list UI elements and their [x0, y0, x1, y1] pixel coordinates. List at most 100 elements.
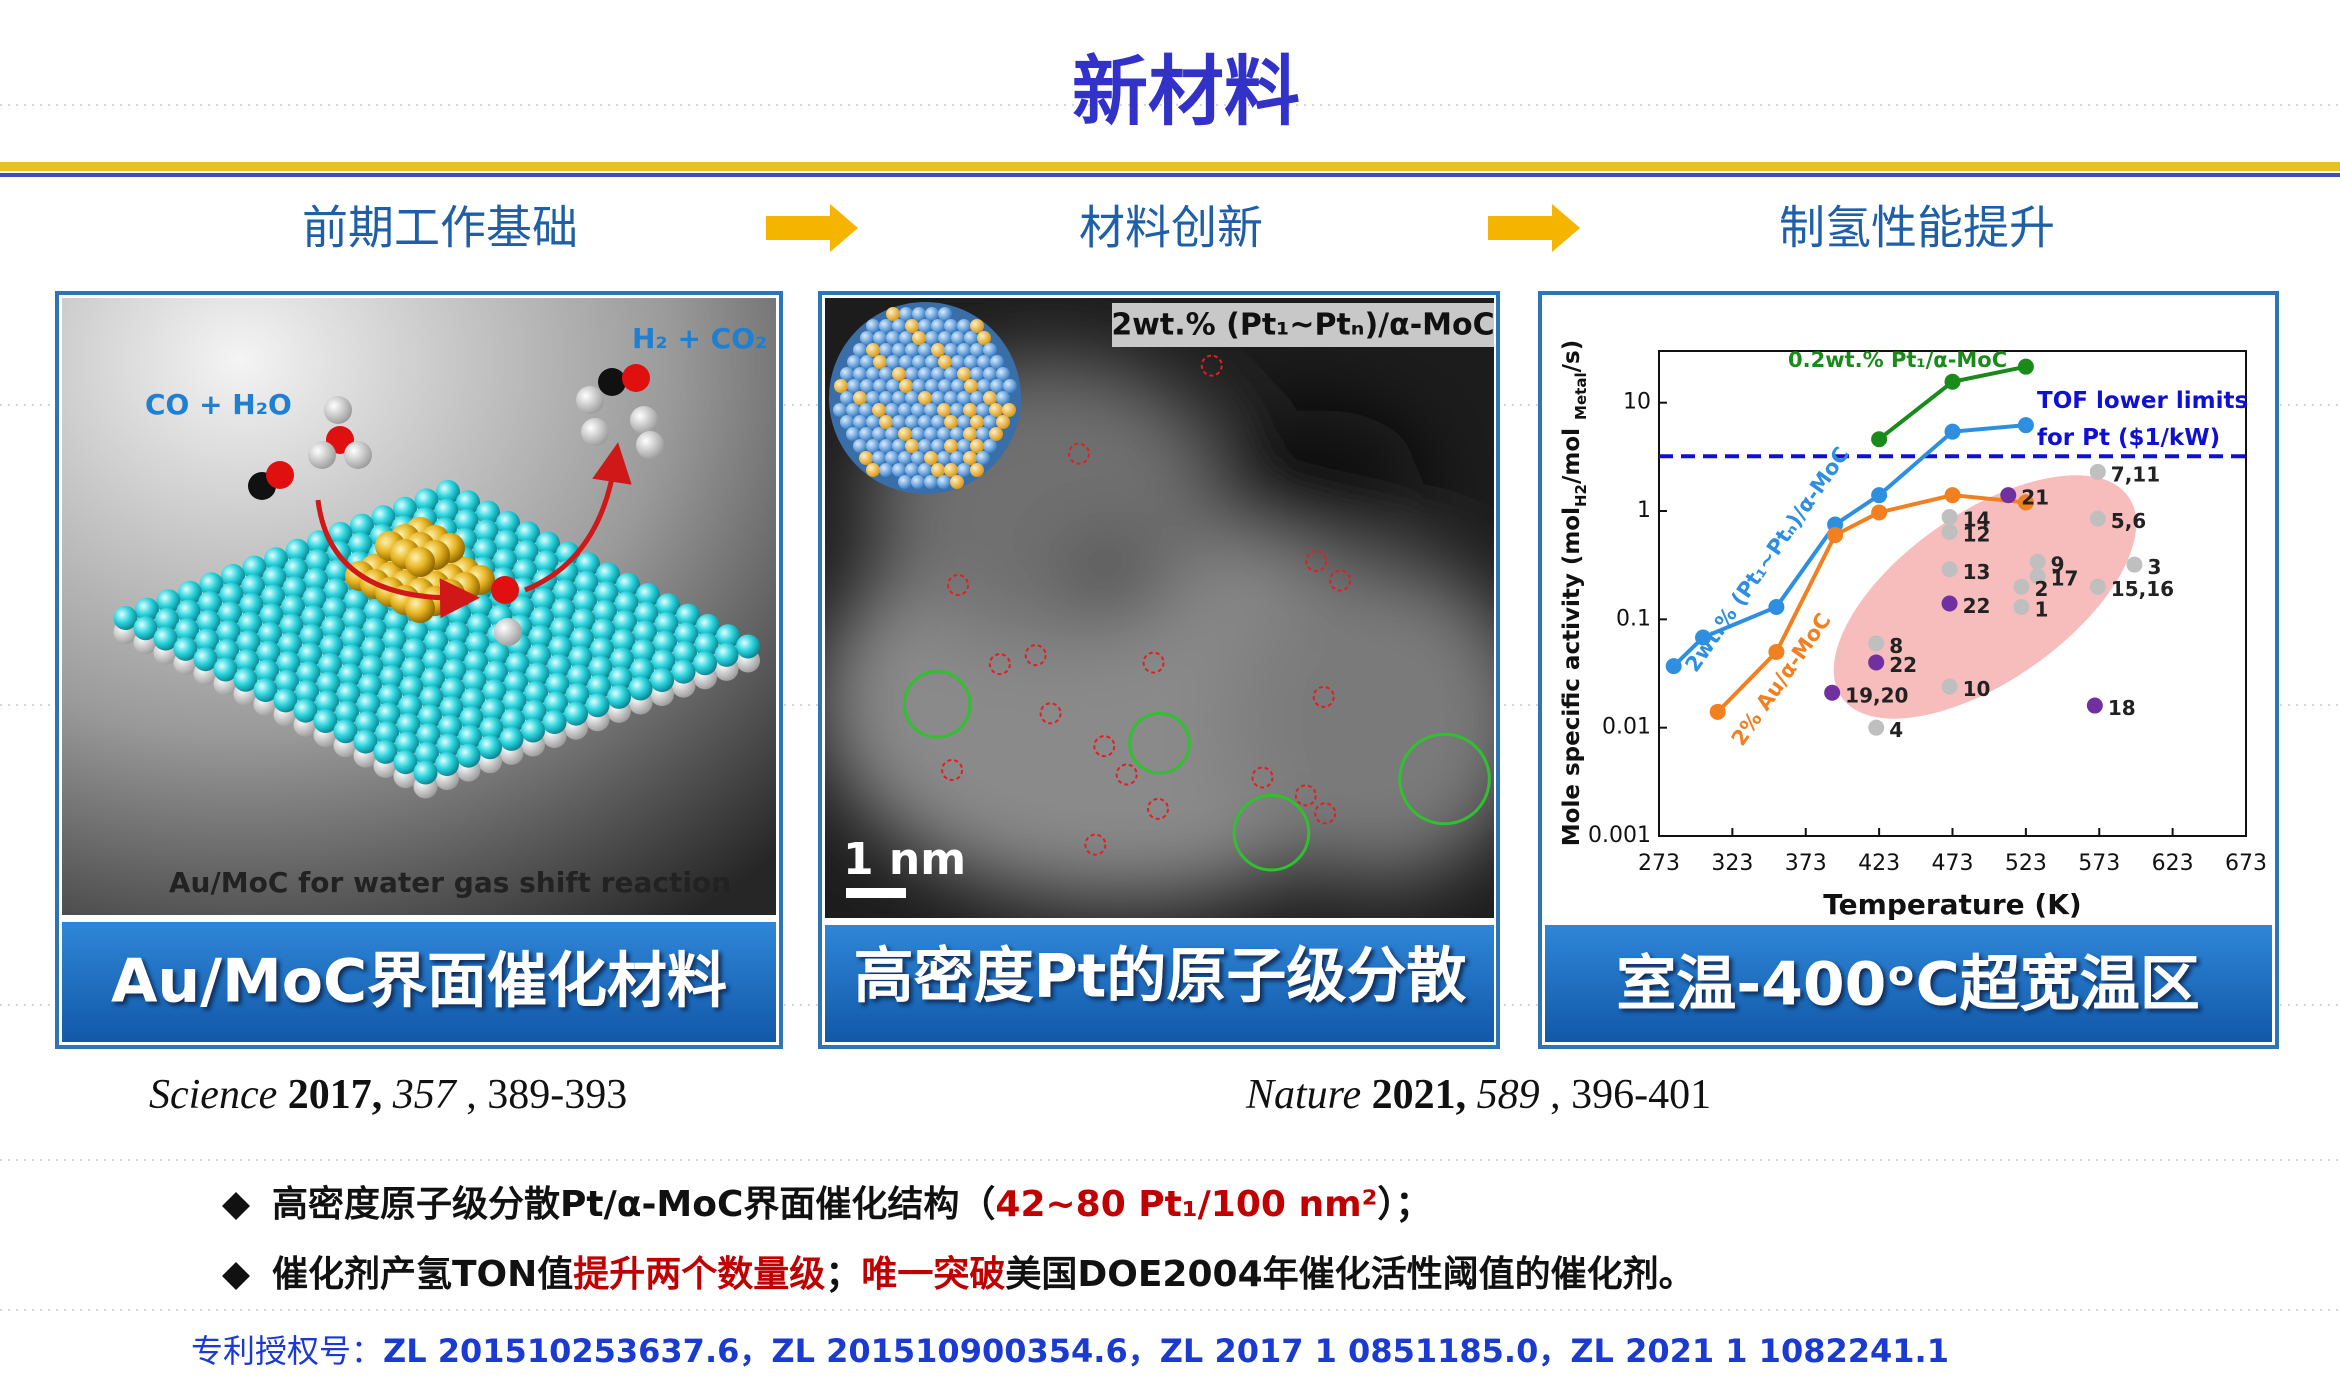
point-label: 14	[1963, 508, 1991, 532]
atom	[957, 343, 971, 357]
atom	[674, 622, 699, 647]
atom	[931, 463, 945, 477]
atom	[886, 379, 900, 393]
step-arrow	[766, 204, 858, 252]
cluster-marker	[1128, 711, 1191, 775]
citation-part: 2021,	[1361, 1072, 1466, 1118]
atom	[879, 439, 893, 453]
atom	[395, 731, 419, 756]
molecule-atom	[581, 418, 609, 446]
atom	[1002, 403, 1016, 417]
atom	[976, 403, 990, 417]
citation: Nature 2021, 589 , 396-401	[1245, 1072, 1711, 1118]
atom	[545, 672, 570, 697]
single-atom-marker	[1329, 569, 1352, 592]
atom	[693, 651, 717, 676]
atom	[905, 463, 919, 477]
atom	[413, 760, 438, 785]
atom	[221, 564, 245, 588]
atom	[912, 379, 926, 393]
atom	[970, 367, 984, 381]
atom	[574, 570, 599, 595]
bullet-part: 唯一突破	[861, 1254, 1005, 1295]
scale-bar	[846, 888, 906, 898]
y-tick-label: 0.01	[1602, 715, 1651, 740]
atom	[938, 379, 952, 393]
atom	[442, 658, 467, 683]
atom	[651, 649, 676, 674]
atom	[419, 685, 444, 710]
atom	[362, 617, 387, 642]
atom	[496, 510, 520, 535]
atom	[153, 626, 178, 651]
point-label: 21	[2021, 486, 2049, 510]
series-point	[1944, 487, 1961, 504]
y-axis-title-part: H2	[1572, 484, 1590, 507]
series-point	[2017, 417, 2034, 434]
atom	[298, 642, 322, 667]
atom	[238, 611, 262, 636]
atom	[434, 498, 459, 523]
reference-label: for Pt ($1/kW)	[2037, 425, 2220, 451]
atom	[482, 679, 507, 704]
atom	[964, 379, 978, 393]
atom	[322, 596, 347, 621]
atom	[284, 557, 308, 582]
single-atom-marker	[1093, 735, 1116, 758]
image-caption: Au/MoC for water gas shift reaction	[169, 866, 731, 899]
single-atom-marker	[1039, 702, 1062, 725]
step-heading: 前期工作基础	[302, 201, 578, 255]
atom	[898, 475, 912, 489]
atom	[918, 415, 932, 429]
atom	[996, 367, 1010, 381]
atom	[259, 603, 284, 628]
atom	[866, 415, 880, 429]
atom	[328, 522, 353, 546]
atom	[348, 532, 373, 557]
atom	[596, 562, 620, 587]
atom	[860, 355, 874, 369]
atom	[654, 612, 679, 636]
atom	[931, 319, 945, 333]
single-atom-marker	[1305, 550, 1328, 573]
atom	[944, 439, 958, 453]
point-label: 18	[2108, 696, 2136, 720]
atom	[937, 451, 951, 465]
atom	[976, 451, 990, 465]
atom	[892, 439, 906, 453]
atom	[590, 637, 614, 662]
series-point	[1944, 373, 1961, 390]
atom	[318, 652, 342, 677]
step-heading: 制氢性能提升	[1779, 201, 2055, 255]
bullet-text: 高密度原子级分散Pt/α-MoC界面催化结构（42~80 Pt₁/100 nm²…	[272, 1183, 1431, 1225]
atom	[379, 665, 404, 690]
bullet-part: 美国DOE2004年催化活性阈值的催化剂。	[1005, 1254, 1694, 1295]
citation-part: 2017,	[277, 1072, 382, 1118]
atom	[918, 319, 932, 333]
literature-point	[2086, 697, 2103, 714]
point-label: 5,6	[2111, 509, 2146, 533]
atom	[396, 712, 421, 737]
literature-point	[1941, 595, 1958, 612]
atom	[424, 629, 448, 654]
atom	[465, 631, 490, 656]
literature-point	[2000, 487, 2017, 504]
atom	[898, 451, 912, 465]
atom	[892, 415, 906, 429]
atom	[281, 594, 305, 619]
atom	[912, 355, 926, 369]
x-tick-label: 523	[2005, 851, 2047, 876]
atom	[418, 704, 442, 729]
atom	[911, 451, 925, 465]
atom	[333, 719, 358, 744]
atom	[628, 676, 653, 701]
atom	[957, 463, 971, 477]
atom	[951, 355, 965, 369]
citation-part: 589	[1466, 1072, 1540, 1118]
atom	[481, 697, 505, 722]
atom	[501, 708, 525, 733]
literature-point	[2089, 510, 2106, 527]
atom	[671, 659, 696, 684]
atom	[944, 415, 958, 429]
atom	[977, 379, 991, 393]
